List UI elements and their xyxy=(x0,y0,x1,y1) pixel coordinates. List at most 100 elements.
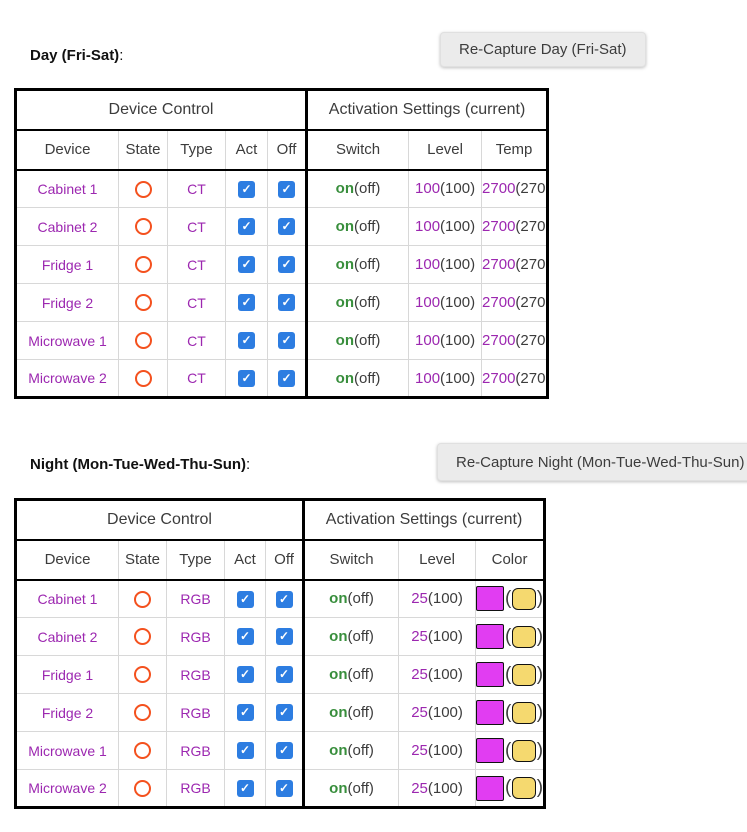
off-checkbox[interactable]: ✓ xyxy=(278,332,296,350)
switch-cell: on(off) xyxy=(303,693,400,732)
switch-saved-value: (off) xyxy=(354,256,381,273)
color-paren-close: ) xyxy=(536,587,544,609)
off-checkbox[interactable]: ✓ xyxy=(278,180,296,198)
act-cell: ✓ xyxy=(225,207,268,246)
color-current-swatch[interactable] xyxy=(476,586,505,612)
off-cell: ✓ xyxy=(265,693,306,732)
level-current-value: 25 xyxy=(411,666,428,683)
day-device-table: Device Control Activation Settings (curr… xyxy=(14,88,550,399)
off-checkbox[interactable]: ✓ xyxy=(275,779,293,797)
off-cell: ✓ xyxy=(267,169,309,208)
act-cell: ✓ xyxy=(224,655,266,694)
temp-current-value: 2700 xyxy=(482,218,516,235)
off-checkbox[interactable]: ✓ xyxy=(275,628,293,646)
type-cell: CT xyxy=(167,321,226,360)
switch-cell: on(off) xyxy=(306,169,410,208)
act-checkbox[interactable]: ✓ xyxy=(238,369,255,387)
night-table-row: Fridge 2 RGB ✓ ✓ on(off) 25(100) () xyxy=(15,693,545,732)
act-checkbox[interactable]: ✓ xyxy=(236,704,254,722)
state-cell xyxy=(118,245,168,284)
color-current-swatch[interactable] xyxy=(476,738,505,763)
temp-cell: 2700(2703) xyxy=(481,245,548,284)
temp-saved-value: (2703) xyxy=(515,256,547,273)
state-cell xyxy=(118,321,168,360)
state-cell xyxy=(118,731,167,770)
switch-cell: on(off) xyxy=(303,769,400,808)
switch-saved-value: (off) xyxy=(347,666,374,683)
level-current-value: 100 xyxy=(415,218,441,235)
device-name-cell: Fridge 2 xyxy=(15,693,119,732)
color-current-swatch[interactable] xyxy=(476,775,505,801)
switch-current-value: on xyxy=(329,590,348,608)
color-paren-close: ) xyxy=(536,625,544,647)
state-circle-icon xyxy=(134,294,152,312)
color-current-swatch[interactable] xyxy=(476,624,505,649)
off-checkbox[interactable]: ✓ xyxy=(275,590,293,608)
color-cell: () xyxy=(475,731,545,770)
act-checkbox[interactable]: ✓ xyxy=(236,628,254,646)
color-paren-close: ) xyxy=(536,739,544,761)
color-current-swatch[interactable] xyxy=(476,700,505,725)
switch-current-value: on xyxy=(329,704,348,721)
act-checkbox[interactable]: ✓ xyxy=(236,779,254,797)
switch-cell: on(off) xyxy=(306,283,410,322)
switch-current-value: on xyxy=(335,180,354,198)
night-col-color: Color xyxy=(475,539,545,581)
recapture-night-button[interactable]: Re-Capture Night (Mon-Tue-Wed-Thu-Sun) xyxy=(437,443,747,481)
act-checkbox[interactable]: ✓ xyxy=(236,666,254,684)
act-cell: ✓ xyxy=(225,321,268,360)
day-title-colon: : xyxy=(119,47,124,64)
switch-current-value: on xyxy=(329,666,348,683)
off-checkbox[interactable]: ✓ xyxy=(275,666,293,684)
level-current-value: 25 xyxy=(411,742,428,759)
act-cell: ✓ xyxy=(224,731,266,770)
level-saved-value: (100) xyxy=(427,666,463,683)
recapture-day-button[interactable]: Re-Capture Day (Fri-Sat) xyxy=(440,32,646,67)
level-current-value: 100 xyxy=(415,256,441,273)
temp-current-value: 2700 xyxy=(482,332,516,349)
switch-current-value: on xyxy=(329,779,348,797)
night-title-text: Night (Mon-Tue-Wed-Thu-Sun) xyxy=(30,456,247,473)
color-current-swatch[interactable] xyxy=(476,662,505,687)
color-cell: () xyxy=(475,769,545,808)
act-checkbox[interactable]: ✓ xyxy=(238,180,255,198)
off-checkbox[interactable]: ✓ xyxy=(278,369,296,387)
off-checkbox[interactable]: ✓ xyxy=(278,256,296,274)
act-cell: ✓ xyxy=(225,359,268,398)
off-checkbox[interactable]: ✓ xyxy=(275,742,293,760)
act-checkbox[interactable]: ✓ xyxy=(238,294,255,312)
day-table-row: Cabinet 1 CT ✓ ✓ on(off) 100(100) 2700(2… xyxy=(15,169,548,208)
level-saved-value: (100) xyxy=(427,628,463,645)
night-device-table: Device Control Activation Settings (curr… xyxy=(14,498,547,809)
act-checkbox[interactable]: ✓ xyxy=(236,590,254,608)
act-checkbox[interactable]: ✓ xyxy=(238,256,255,274)
type-cell: RGB xyxy=(166,769,225,808)
night-table-row: Cabinet 1 RGB ✓ ✓ on(off) 25(100) () xyxy=(15,579,545,618)
device-name-cell: Microwave 1 xyxy=(15,731,119,770)
off-cell: ✓ xyxy=(265,655,306,694)
state-cell xyxy=(118,579,167,618)
temp-current-value: 2700 xyxy=(482,180,516,198)
state-cell xyxy=(118,769,167,808)
night-col-off: Off xyxy=(265,539,306,581)
act-checkbox[interactable]: ✓ xyxy=(236,742,254,760)
color-paren-close: ) xyxy=(536,777,544,798)
act-checkbox[interactable]: ✓ xyxy=(238,218,255,236)
temp-saved-value: (2703) xyxy=(515,180,547,198)
night-group-header-row: Device Control Activation Settings (curr… xyxy=(15,499,545,541)
act-cell: ✓ xyxy=(224,579,266,618)
switch-current-value: on xyxy=(335,332,354,349)
off-checkbox[interactable]: ✓ xyxy=(278,218,296,236)
level-cell: 25(100) xyxy=(398,579,477,618)
off-cell: ✓ xyxy=(265,579,306,618)
type-cell: CT xyxy=(167,359,226,398)
day-table-row: Fridge 1 CT ✓ ✓ on(off) 100(100) 2700(27… xyxy=(15,245,548,284)
off-checkbox[interactable]: ✓ xyxy=(278,294,296,312)
off-checkbox[interactable]: ✓ xyxy=(275,704,293,722)
state-cell xyxy=(118,655,167,694)
act-checkbox[interactable]: ✓ xyxy=(238,332,255,350)
night-table-row: Microwave 1 RGB ✓ ✓ on(off) 25(100) () xyxy=(15,731,545,770)
level-saved-value: (100) xyxy=(427,742,463,759)
level-current-value: 25 xyxy=(411,590,428,608)
switch-current-value: on xyxy=(335,218,354,235)
